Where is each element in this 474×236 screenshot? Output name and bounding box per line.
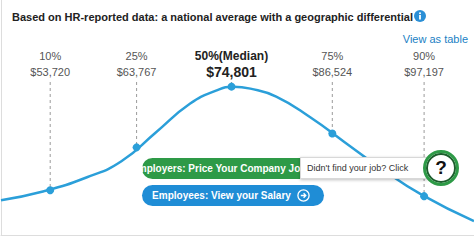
svg-text:50%(Median): 50%(Median) xyxy=(195,49,268,63)
svg-text:$74,801: $74,801 xyxy=(206,64,257,80)
svg-text:90%: 90% xyxy=(413,50,435,62)
svg-text:25%: 25% xyxy=(126,50,148,62)
svg-text:Based on HR-reported data: a n: Based on HR-reported data: a national av… xyxy=(12,11,413,23)
svg-text:75%: 75% xyxy=(321,50,343,62)
html-text:Didn't find your job? Click: Didn't find your job? Click xyxy=(307,163,409,173)
svg-text:$86,524: $86,524 xyxy=(312,66,352,78)
svg-text:$97,197: $97,197 xyxy=(404,66,444,78)
svg-text:$63,767: $63,767 xyxy=(117,66,157,78)
svg-text:10%: 10% xyxy=(39,50,61,62)
html-text:Employers: Price Your Company: Employers: Price Your Company Jobs xyxy=(131,163,312,174)
html-text:Employees: View your Salary: Employees: View your Salary xyxy=(152,190,291,201)
svg-text:$53,720: $53,720 xyxy=(30,66,70,78)
svg-text:View as table: View as table xyxy=(403,33,468,45)
